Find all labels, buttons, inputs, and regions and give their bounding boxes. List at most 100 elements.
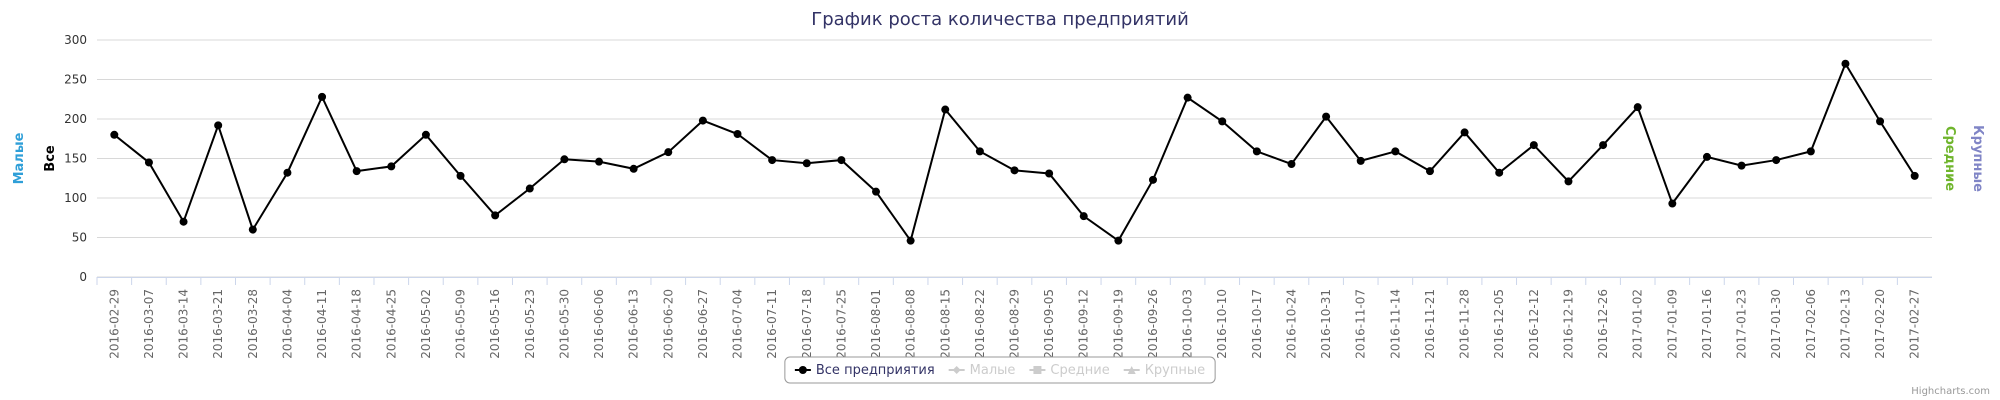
data-point bbox=[1114, 236, 1123, 245]
data-point bbox=[179, 217, 188, 226]
legend-symbol bbox=[1033, 366, 1042, 374]
data-point bbox=[1391, 147, 1400, 156]
x-tick-label: 2016-09-19 bbox=[1111, 289, 1125, 359]
data-point bbox=[1529, 141, 1538, 150]
x-tick-label: 2016-05-16 bbox=[488, 289, 502, 359]
x-tick-label: 2016-05-23 bbox=[523, 289, 537, 359]
legend-symbol bbox=[1127, 366, 1136, 374]
x-tick-label: 2016-04-25 bbox=[384, 289, 398, 359]
x-tick-label: 2016-08-08 bbox=[904, 289, 918, 359]
data-point bbox=[1460, 128, 1469, 137]
x-tick-label: 2017-01-16 bbox=[1700, 289, 1714, 359]
y-tick-label: 200 bbox=[64, 112, 87, 126]
x-tick-label: 2016-12-26 bbox=[1596, 289, 1610, 359]
data-point bbox=[1564, 177, 1573, 186]
data-point bbox=[1252, 147, 1261, 156]
x-tick-label: 2016-11-28 bbox=[1458, 289, 1472, 359]
chart-title: График роста количества предприятий bbox=[811, 9, 1189, 30]
data-point bbox=[283, 168, 292, 177]
legend: Все предприятия Малые Средние Крупные bbox=[784, 356, 1216, 384]
x-tick-label: 2017-01-30 bbox=[1769, 289, 1783, 359]
data-point bbox=[1668, 199, 1677, 208]
x-tick-label: 2016-06-20 bbox=[661, 289, 675, 359]
data-point bbox=[456, 171, 465, 180]
data-point bbox=[560, 155, 569, 164]
x-tick-label: 2016-08-22 bbox=[973, 289, 987, 359]
data-point bbox=[318, 92, 327, 101]
data-point bbox=[975, 147, 984, 156]
y-axis-title: Все bbox=[43, 145, 58, 172]
x-tick-label: 2016-06-13 bbox=[627, 289, 641, 359]
x-tick-label: 2016-10-10 bbox=[1215, 289, 1229, 359]
data-point bbox=[837, 156, 846, 165]
x-tick-label: 2017-01-09 bbox=[1665, 289, 1679, 359]
data-point bbox=[1599, 141, 1608, 150]
y-tick-label: 150 bbox=[64, 152, 87, 166]
x-tick-label: 2016-03-21 bbox=[211, 289, 225, 359]
credits: Highcharts.com bbox=[1911, 386, 1990, 397]
x-tick-label: 2016-07-11 bbox=[765, 289, 779, 359]
legend-label: Средние bbox=[1050, 363, 1109, 378]
data-point bbox=[491, 211, 500, 220]
data-point bbox=[941, 105, 950, 114]
data-point bbox=[1287, 160, 1296, 169]
data-point bbox=[1910, 171, 1919, 180]
legend-item[interactable]: Все предприятия bbox=[794, 363, 935, 378]
data-point bbox=[664, 148, 673, 157]
x-tick-label: 2016-09-12 bbox=[1077, 289, 1091, 359]
data-point bbox=[1218, 117, 1227, 126]
y-tick-label: 0 bbox=[79, 270, 87, 284]
x-tick-label: 2016-12-05 bbox=[1492, 289, 1506, 359]
y-tick-label: 250 bbox=[64, 73, 87, 87]
data-point bbox=[1702, 152, 1711, 161]
data-point bbox=[525, 184, 534, 193]
legend-item[interactable]: Средние bbox=[1029, 363, 1110, 378]
data-point bbox=[421, 130, 430, 139]
x-tick-label: 2017-02-13 bbox=[1838, 289, 1852, 359]
x-tick-label: 2016-05-09 bbox=[454, 289, 468, 359]
x-tick-label: 2016-04-11 bbox=[315, 289, 329, 359]
x-tick-label: 2016-12-12 bbox=[1527, 289, 1541, 359]
x-tick-label: 2016-10-31 bbox=[1319, 289, 1333, 359]
x-tick-label: 2016-09-26 bbox=[1146, 289, 1160, 359]
x-tick-label: 2016-04-04 bbox=[280, 289, 294, 359]
data-point bbox=[1010, 166, 1019, 175]
legend-symbol bbox=[952, 366, 961, 374]
x-tick-label: 2017-02-27 bbox=[1908, 289, 1922, 359]
data-point bbox=[698, 116, 707, 125]
data-point bbox=[110, 130, 119, 139]
legend-label: Крупные bbox=[1145, 363, 1205, 378]
data-point bbox=[629, 164, 638, 173]
x-tick-label: 2016-03-07 bbox=[142, 289, 156, 359]
data-point bbox=[1876, 117, 1885, 126]
data-point bbox=[1806, 147, 1815, 156]
data-point bbox=[595, 157, 604, 166]
x-tick-label: 2016-04-18 bbox=[350, 289, 364, 359]
data-point bbox=[802, 159, 811, 168]
data-point bbox=[872, 187, 881, 196]
data-point bbox=[733, 130, 742, 139]
y-axis-title: Средние bbox=[1942, 126, 1957, 191]
x-tick-label: 2016-09-05 bbox=[1042, 289, 1056, 359]
x-tick-label: 2016-08-15 bbox=[938, 289, 952, 359]
x-tick-label: 2017-01-02 bbox=[1631, 289, 1645, 359]
x-tick-label: 2016-11-07 bbox=[1354, 289, 1368, 359]
y-tick-label: 50 bbox=[72, 231, 87, 245]
x-tick-label: 2016-02-29 bbox=[107, 289, 121, 359]
legend-item[interactable]: Малые bbox=[948, 363, 1016, 378]
legend-item[interactable]: Крупные bbox=[1123, 363, 1205, 378]
data-point bbox=[144, 158, 153, 167]
data-point bbox=[1633, 103, 1642, 112]
data-point bbox=[1425, 167, 1434, 176]
x-tick-label: 2017-01-23 bbox=[1735, 289, 1749, 359]
x-tick-label: 2016-06-06 bbox=[592, 289, 606, 359]
x-tick-label: 2016-10-17 bbox=[1250, 289, 1264, 359]
data-point bbox=[1183, 93, 1192, 102]
y-axis-title: Крупные bbox=[1970, 125, 1985, 192]
data-point bbox=[214, 121, 223, 130]
data-point bbox=[1079, 212, 1088, 221]
x-tick-label: 2016-07-25 bbox=[834, 289, 848, 359]
data-point bbox=[906, 236, 915, 245]
